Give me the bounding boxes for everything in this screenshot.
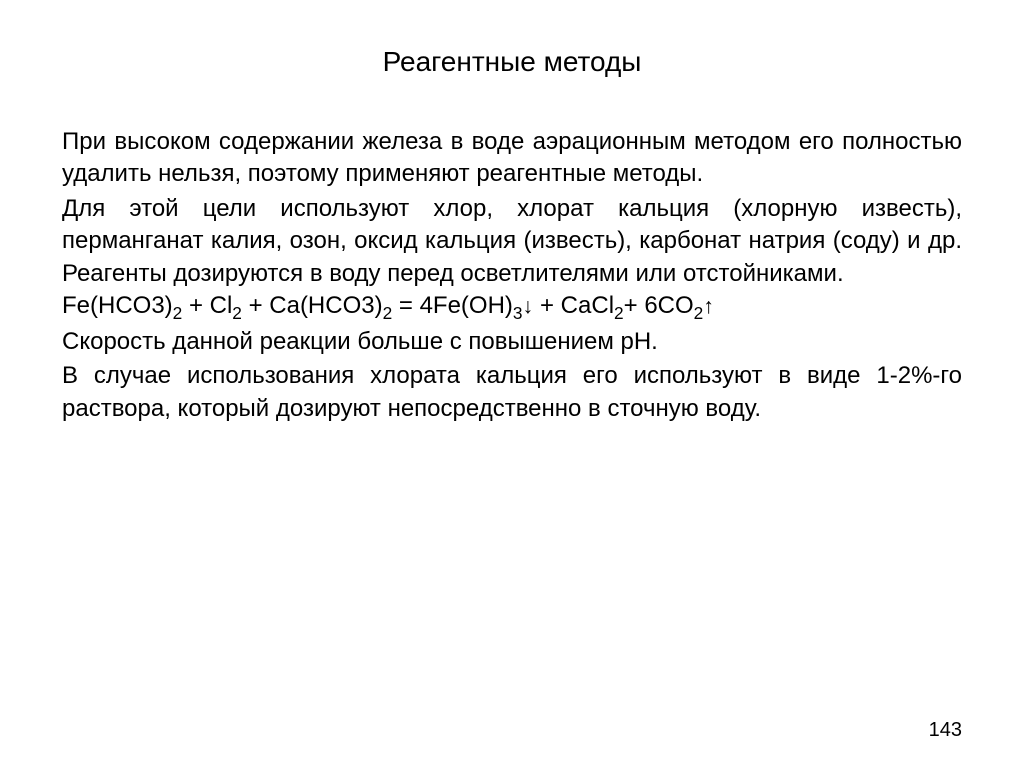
page-number: 143 bbox=[929, 719, 962, 742]
paragraph-3: Скорость данной реакции больше с повышен… bbox=[62, 326, 962, 358]
arrow-down-icon: ↓ bbox=[523, 293, 534, 318]
slide-title: Реагентные методы bbox=[62, 46, 962, 78]
paragraph-4: В случае использования хлората кальция е… bbox=[62, 360, 962, 425]
arrow-up-icon: ↑ bbox=[703, 293, 714, 318]
eq-sub1: 2 bbox=[173, 303, 183, 323]
eq-cacl-sub: 2 bbox=[614, 303, 624, 323]
chemical-equation: Fe(HCO3)2 + Cl2 + Ca(HCO3)2 = 4Fe(OH)3↓ … bbox=[62, 292, 962, 324]
eq-feoh-sub: 3 bbox=[513, 303, 523, 323]
eq-ca-sub: 2 bbox=[383, 303, 393, 323]
paragraph-1: При высоком содержании железа в воде аэр… bbox=[62, 126, 962, 191]
eq-plus3: + CaCl bbox=[533, 292, 614, 319]
eq-cl-sub: 2 bbox=[232, 303, 242, 323]
eq-co-sub: 2 bbox=[694, 303, 704, 323]
eq-plus4: + 6CO bbox=[624, 292, 694, 319]
eq-equals: = 4Fe(OH) bbox=[392, 292, 513, 319]
eq-reagent1: Fe(HCO3) bbox=[62, 292, 173, 319]
eq-plus2: + Ca(HCO3) bbox=[242, 292, 383, 319]
paragraph-2: Для этой цели используют хлор, хлорат ка… bbox=[62, 193, 962, 290]
eq-plus1: + Cl bbox=[182, 292, 232, 319]
